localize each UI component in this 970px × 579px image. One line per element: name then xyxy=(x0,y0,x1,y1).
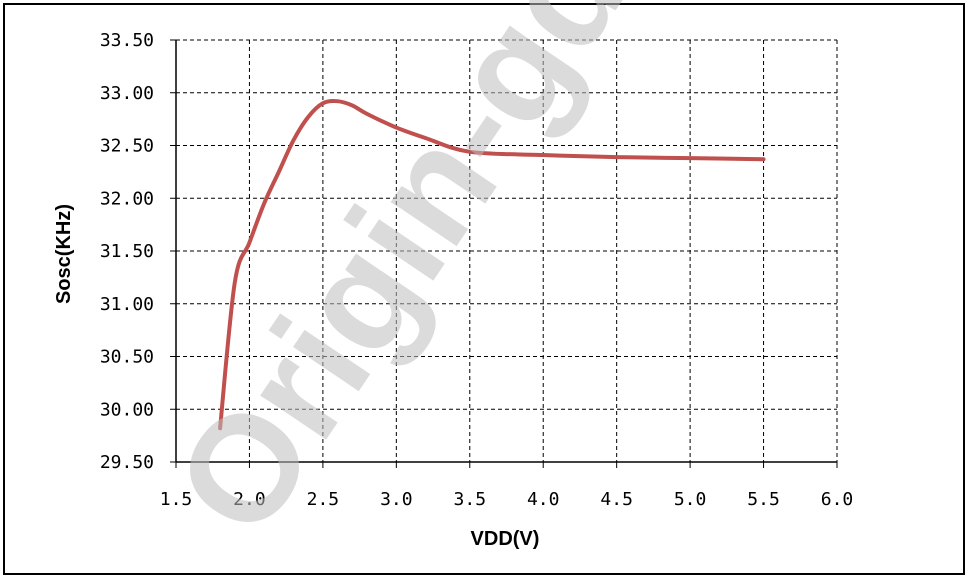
chart-frame xyxy=(3,3,965,575)
x-tick-label: 5.5 xyxy=(747,489,780,510)
y-tick-label: 29.50 xyxy=(100,452,154,473)
y-tick-label: 33.50 xyxy=(100,30,154,51)
x-tick-label: 2.0 xyxy=(233,489,266,510)
x-tick-label: 5.0 xyxy=(674,489,707,510)
x-tick-labels: 1.5 2.0 2.5 3.0 3.5 4.0 4.5 5.0 5.5 6.0 xyxy=(160,489,854,510)
x-axis-title: VDD(V) xyxy=(471,528,540,550)
x-tick-label: 3.5 xyxy=(454,489,487,510)
series-group xyxy=(218,99,766,431)
x-tick-label: 4.0 xyxy=(527,489,560,510)
series-line xyxy=(218,99,766,431)
watermark: Origin-gd Te xyxy=(142,0,774,563)
y-tick-label: 31.50 xyxy=(100,241,154,262)
x-tick-label: 2.5 xyxy=(307,489,340,510)
axes xyxy=(170,39,838,468)
y-tick-label: 31.00 xyxy=(100,294,154,315)
y-tick-label: 33.00 xyxy=(100,83,154,104)
grid xyxy=(176,39,838,462)
y-tick-label: 30.00 xyxy=(100,399,154,420)
x-tick-label: 6.0 xyxy=(821,489,854,510)
x-tick-label: 1.5 xyxy=(160,489,193,510)
y-tick-labels: 29.50 30.00 30.50 31.00 31.50 32.00 32.50 33.00… xyxy=(100,30,154,473)
y-tick-label: 30.50 xyxy=(100,347,154,368)
x-tick-label: 3.0 xyxy=(380,489,413,510)
y-axis-title: Sosc(KHz) xyxy=(53,204,75,304)
y-tick-label: 32.50 xyxy=(100,136,154,157)
y-tick-label: 32.00 xyxy=(100,188,154,209)
x-tick-label: 4.5 xyxy=(600,489,633,510)
